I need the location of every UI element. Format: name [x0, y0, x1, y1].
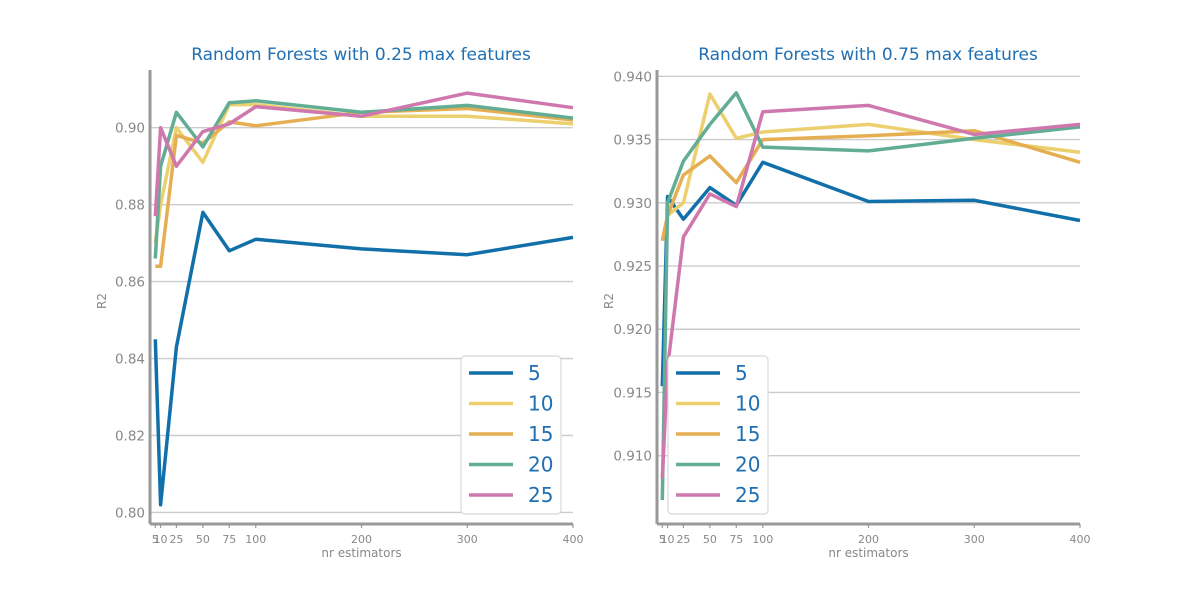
x-tick-label: 50: [703, 533, 717, 546]
x-tick-label: 10: [154, 533, 168, 546]
legend-label-5: 5: [528, 361, 541, 385]
series-line-15: [660, 128, 1081, 242]
y-tick-label: 0.925: [613, 259, 652, 275]
x-tick-label: 400: [563, 533, 584, 546]
chart-title: Random Forests with 0.25 max features: [191, 45, 531, 65]
y-axis-label: R2: [95, 293, 109, 309]
x-tick-label: 25: [676, 533, 690, 546]
x-tick-label: 10: [661, 533, 675, 546]
series-line-10: [660, 92, 1081, 242]
y-axis-label: R2: [602, 293, 616, 309]
legend-label-10: 10: [735, 392, 760, 416]
legend-label-20: 20: [735, 453, 760, 477]
x-tick-label: 200: [858, 533, 879, 546]
y-tick-label: 0.920: [613, 322, 652, 338]
y-tick-label: 0.915: [613, 385, 652, 401]
x-tick-label: 25: [169, 533, 183, 546]
chart-title: Random Forests with 0.75 max features: [698, 45, 1038, 65]
y-tick-label: 0.88: [115, 198, 145, 214]
y-tick-label: 0.940: [613, 69, 652, 85]
series-line-5: [660, 160, 1081, 387]
legend-label-25: 25: [735, 483, 760, 507]
series-line-20: [153, 99, 574, 259]
series-line-10: [153, 102, 574, 244]
x-tick-label: 75: [729, 533, 743, 546]
x-tick-label: 300: [457, 533, 478, 546]
legend: 5 10 15 20 25: [667, 355, 769, 515]
series-line-20: [660, 91, 1081, 501]
x-tick-label: 75: [222, 533, 236, 546]
y-tick-label: 0.910: [613, 449, 652, 465]
y-tick-label: 0.930: [613, 196, 652, 212]
legend-label-15: 15: [528, 422, 553, 446]
legend-label-20: 20: [528, 453, 553, 477]
legend-label-10: 10: [528, 392, 553, 416]
chart-panel-1: Random Forests with 0.25 max features 0.8…: [95, 45, 584, 560]
series-line-15: [155, 106, 574, 268]
x-tick-label: 5: [659, 533, 666, 546]
x-tick-label: 100: [752, 533, 773, 546]
y-tick-label: 0.86: [115, 275, 145, 291]
x-axis-label: nr estimators: [828, 546, 908, 560]
x-tick-label: 400: [1070, 533, 1091, 546]
x-tick-label: 100: [245, 533, 266, 546]
x-tick-label: 300: [964, 533, 985, 546]
series-group: [153, 91, 574, 507]
x-tick-label: 200: [351, 533, 372, 546]
legend-label-15: 15: [735, 422, 760, 446]
y-tick-label: 0.84: [115, 352, 145, 368]
series-line-25: [660, 103, 1081, 479]
legend-label-25: 25: [528, 483, 553, 507]
y-tick-label: 0.90: [115, 121, 145, 137]
legend: 5 10 15 20 25: [460, 355, 562, 515]
y-tick-label: 0.935: [613, 133, 652, 149]
x-tick-label: 50: [196, 533, 210, 546]
series-line-25: [153, 91, 574, 217]
chart-panel-2: Random Forests with 0.75 max features 0.9…: [602, 45, 1091, 560]
y-tick-label: 0.80: [115, 505, 145, 521]
series-line-5: [153, 210, 574, 507]
x-tick-label: 5: [152, 533, 159, 546]
series-group: [660, 91, 1081, 501]
x-axis-label: nr estimators: [321, 546, 401, 560]
y-tick-label: 0.82: [115, 429, 145, 445]
legend-label-5: 5: [735, 361, 748, 385]
